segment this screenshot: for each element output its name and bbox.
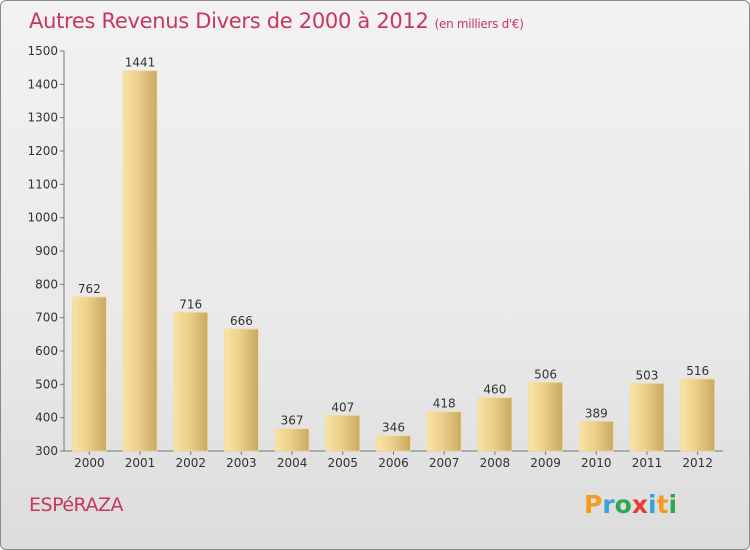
value-label: 389 <box>585 406 608 420</box>
x-tick-label: 2007 <box>429 456 460 470</box>
y-tick-label: 1400 <box>27 77 58 91</box>
y-tick-label: 500 <box>35 377 58 391</box>
bar-2002 <box>173 311 209 452</box>
y-tick-label: 600 <box>35 344 58 358</box>
value-label: 762 <box>78 282 101 296</box>
y-tick-label: 1200 <box>27 144 58 158</box>
x-tick-label: 2003 <box>226 456 257 470</box>
value-label: 506 <box>534 367 557 381</box>
x-tick-label: 2002 <box>175 456 206 470</box>
x-tick-label: 2011 <box>632 456 663 470</box>
x-tick-label: 2009 <box>530 456 561 470</box>
y-tick-label: 1100 <box>27 177 58 191</box>
bar-2004 <box>274 428 310 452</box>
bars-group: 762 1441 716 666 367 407 346 418 460 506 389 503 516 <box>71 56 716 452</box>
value-label: 346 <box>382 421 405 435</box>
axes: 300 400 500 600 700 800 900 1000 1100 1200 1300 140… <box>27 44 723 470</box>
x-tick-label: 2005 <box>328 456 359 470</box>
y-tick-label: 800 <box>35 277 58 291</box>
value-label: 666 <box>230 314 253 328</box>
value-label: 367 <box>281 414 304 428</box>
logo-letter: i <box>668 490 678 519</box>
logo-letter: x <box>631 490 648 519</box>
bar-2007 <box>426 411 462 452</box>
bar-2009 <box>528 381 563 452</box>
x-tick-label: 2006 <box>378 456 409 470</box>
logo-letter: t <box>656 490 669 519</box>
y-tick-label: 1500 <box>27 44 58 58</box>
bar-2003 <box>224 328 259 452</box>
bar-2010 <box>578 420 614 452</box>
value-label: 516 <box>686 364 709 378</box>
commune-name: ESPéRAZA <box>29 494 123 516</box>
y-tick-label: 700 <box>35 311 58 325</box>
bar-2012 <box>680 378 716 452</box>
chart-title: Autres Revenus Divers de 2000 à 2012 (en … <box>29 9 524 33</box>
y-tick-label: 300 <box>35 444 58 458</box>
bar-2011 <box>629 382 665 452</box>
bar-2008 <box>477 397 513 452</box>
x-tick-label: 2010 <box>581 456 612 470</box>
bar-2001 <box>122 70 158 452</box>
y-tick-label: 900 <box>35 244 58 258</box>
value-label: 407 <box>331 400 354 414</box>
logo-letter: i <box>648 490 657 519</box>
value-label: 503 <box>636 368 659 382</box>
x-tick-label: 2008 <box>480 456 511 470</box>
value-label: 460 <box>483 383 506 397</box>
logo-letter: P <box>584 490 603 519</box>
bar-2005 <box>325 414 361 452</box>
value-label: 1441 <box>125 56 156 70</box>
value-label: 418 <box>433 397 456 411</box>
logo-letter: r <box>602 490 615 519</box>
y-tick-label: 1300 <box>27 111 58 125</box>
bar-2000 <box>71 296 107 452</box>
x-tick-label: 2004 <box>277 456 308 470</box>
bar-2006 <box>376 435 411 452</box>
y-tick-label: 400 <box>35 411 58 425</box>
chart-subtitle: (en milliers d'€) <box>434 17 524 31</box>
value-label: 716 <box>179 297 202 311</box>
x-tick-label: 2000 <box>74 456 105 470</box>
y-tick-label: 1000 <box>27 211 58 225</box>
x-tick-label: 2012 <box>682 456 713 470</box>
title-text: Autres Revenus Divers de 2000 à 2012 <box>29 9 429 33</box>
proxiti-logo: Proxiti <box>584 490 677 519</box>
logo-letter: o <box>614 490 632 519</box>
x-tick-label: 2001 <box>125 456 156 470</box>
